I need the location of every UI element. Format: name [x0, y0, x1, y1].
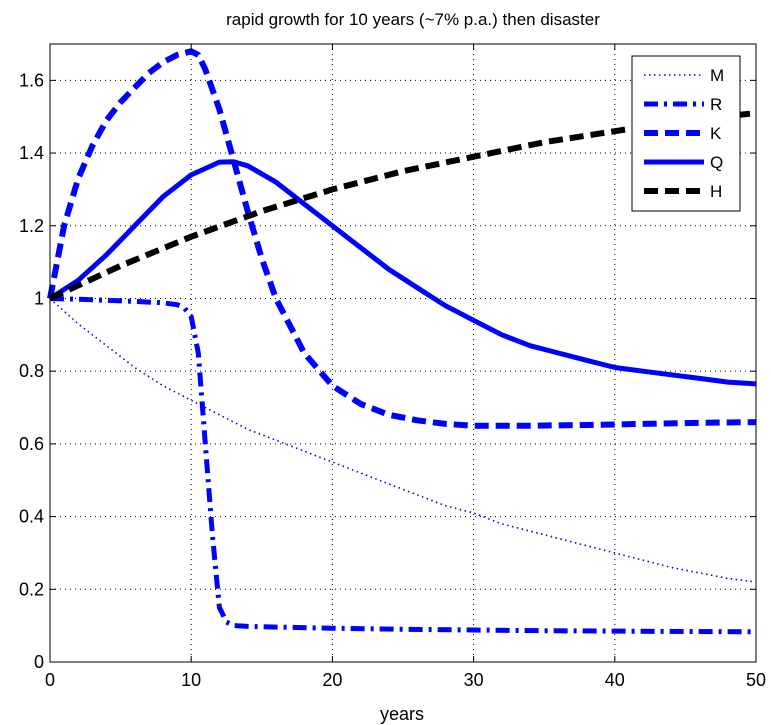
legend-label-h: H — [710, 182, 722, 201]
legend-label-r: R — [710, 95, 722, 114]
series-line-r — [49, 296, 757, 635]
plot-area-frame — [49, 43, 757, 663]
x-tick-label: 50 — [746, 670, 766, 690]
y-tick-label: 1.6 — [19, 70, 44, 90]
axis-ticks: 0 10 20 30 40 50 0 0.2 0.4 0.6 0.8 1 1.2 1.4 1.6 — [19, 44, 766, 690]
series-line-m — [49, 297, 757, 583]
y-tick-label: 1.4 — [19, 143, 44, 163]
legend-label-m: M — [710, 66, 724, 85]
y-tick-label: 1 — [34, 288, 44, 308]
x-tick-label: 40 — [605, 670, 625, 690]
legend-label-k: K — [710, 124, 722, 143]
y-tick-label: 0 — [34, 652, 44, 672]
x-tick-label: 30 — [464, 670, 484, 690]
x-tick-label: 10 — [181, 670, 201, 690]
legend-label-q: Q — [710, 153, 723, 172]
series-line-q — [48, 159, 757, 387]
x-tick-label: 0 — [45, 670, 55, 690]
y-tick-label: 0.6 — [19, 434, 44, 454]
y-tick-label: 0.4 — [19, 507, 44, 527]
y-tick-label: 0.8 — [19, 361, 44, 381]
y-tick-label: 1.2 — [19, 216, 44, 236]
x-axis-label: years — [380, 704, 424, 724]
chart-title: rapid growth for 10 years (~7% p.a.) the… — [226, 10, 600, 29]
y-tick-label: 0.2 — [19, 579, 44, 599]
x-tick-label: 20 — [322, 670, 342, 690]
